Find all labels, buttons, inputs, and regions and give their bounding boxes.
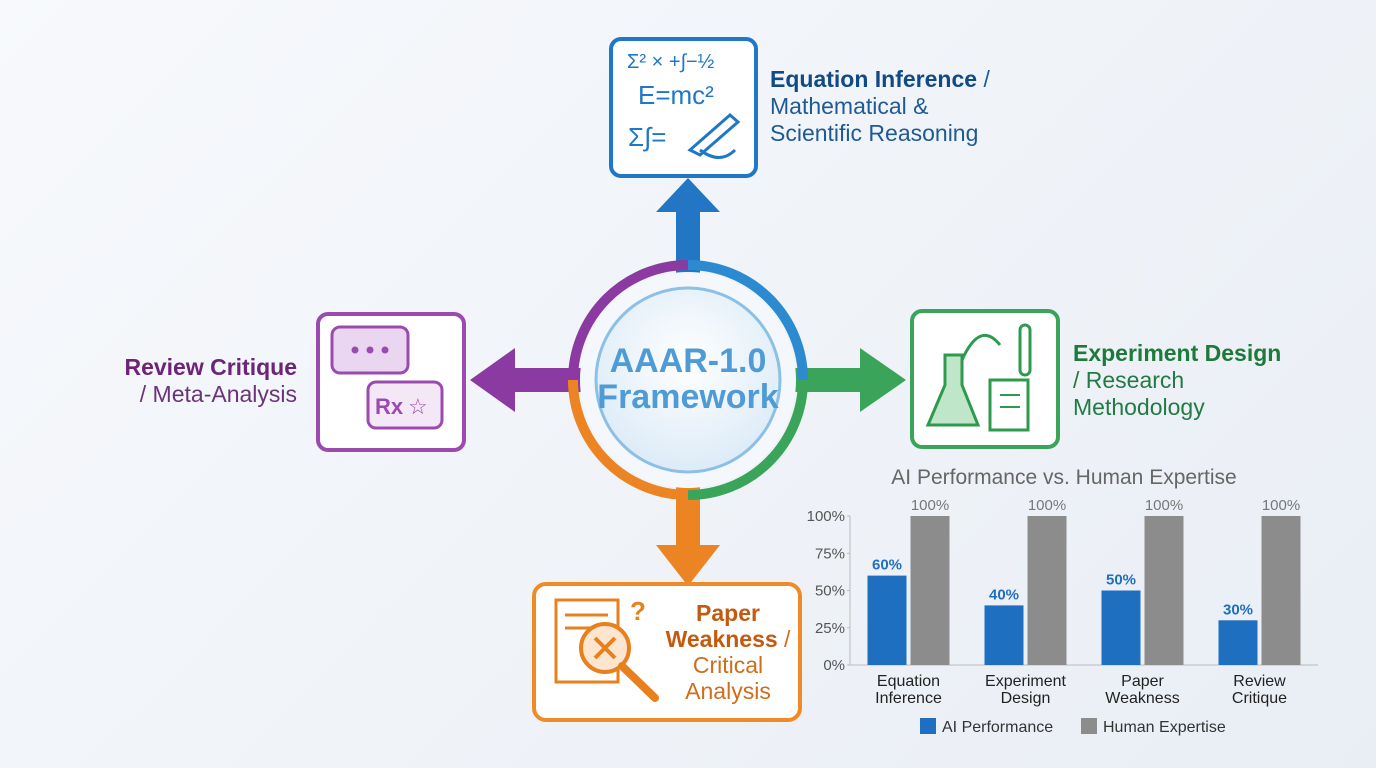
node-label: Paper Weakness / Critical Analysis bbox=[660, 600, 796, 704]
value-label: 50% bbox=[1106, 572, 1136, 589]
svg-text:Σ∫=: Σ∫= bbox=[628, 122, 666, 152]
node-subtitle: / Meta-Analysis bbox=[139, 381, 297, 407]
chart-title: AI Performance vs. Human Expertise bbox=[891, 466, 1236, 489]
x-tick-label: Equation Inference bbox=[875, 673, 942, 707]
paper-icon: ? bbox=[532, 582, 802, 722]
bar bbox=[867, 575, 907, 665]
y-tick-label: 25% bbox=[815, 620, 845, 637]
legend-label: AI Performance bbox=[942, 719, 1053, 736]
x-tick-label: Experiment Design bbox=[985, 673, 1066, 707]
arrow-right bbox=[795, 348, 906, 412]
x-tick-label: Review Critique bbox=[1231, 673, 1288, 707]
y-tick-label: 50% bbox=[815, 583, 845, 600]
bar bbox=[1144, 516, 1184, 665]
equation-icon: Σ² × +∫−½ E=mc² Σ∫= bbox=[609, 37, 758, 178]
bar bbox=[1261, 516, 1301, 665]
review-icon: Rx ☆ bbox=[316, 312, 466, 452]
svg-text:?: ? bbox=[630, 596, 646, 626]
value-label: 100% bbox=[911, 497, 949, 514]
node-label: Equation Inference / Mathematical & Scie… bbox=[770, 66, 1020, 147]
bar bbox=[910, 516, 950, 665]
value-label: 100% bbox=[1145, 497, 1183, 514]
icon-text: E=mc² bbox=[638, 80, 714, 110]
node-subtitle: / Mathematical & Scientific Reasoning bbox=[770, 66, 990, 146]
node-title: Experiment Design bbox=[1073, 340, 1282, 366]
value-label: 100% bbox=[1028, 497, 1066, 514]
y-tick-label: 0% bbox=[823, 657, 845, 674]
bar bbox=[984, 605, 1024, 665]
icon-text: Rx bbox=[375, 394, 404, 419]
node-label: Experiment Design / Research Methodology bbox=[1073, 340, 1303, 421]
node-title: Equation Inference bbox=[770, 66, 978, 92]
node-label: Review Critique / Meta-Analysis bbox=[100, 354, 297, 408]
x-tick-label: Paper Weakness bbox=[1105, 673, 1180, 707]
node-subtitle: / Research Methodology bbox=[1073, 367, 1205, 420]
node-title: Review Critique bbox=[124, 354, 297, 380]
center-hub: AAAR-1.0 Framework bbox=[568, 260, 808, 500]
center-label: AAAR-1.0 bbox=[610, 342, 767, 380]
bar bbox=[1218, 620, 1258, 665]
arrow-left bbox=[470, 348, 585, 412]
node-subtitle: / Critical Analysis bbox=[685, 626, 791, 704]
legend-label: Human Expertise bbox=[1103, 719, 1226, 736]
arrow-down bbox=[656, 485, 720, 586]
y-tick-label: 75% bbox=[815, 545, 845, 562]
value-label: 40% bbox=[989, 586, 1019, 603]
bar bbox=[1101, 590, 1141, 665]
legend-swatch bbox=[1081, 718, 1097, 734]
value-label: 60% bbox=[872, 557, 902, 574]
experiment-icon bbox=[910, 309, 1060, 449]
node-title: Paper Weakness bbox=[665, 600, 778, 652]
value-label: 30% bbox=[1223, 601, 1253, 618]
y-tick-label: 100% bbox=[807, 508, 845, 525]
center-label: Framework bbox=[597, 378, 778, 416]
bar bbox=[1027, 516, 1067, 665]
svg-text:Σ² × +∫−½: Σ² × +∫−½ bbox=[627, 51, 715, 73]
svg-text:☆: ☆ bbox=[408, 394, 428, 419]
legend-swatch bbox=[920, 718, 936, 734]
value-label: 100% bbox=[1262, 497, 1300, 514]
